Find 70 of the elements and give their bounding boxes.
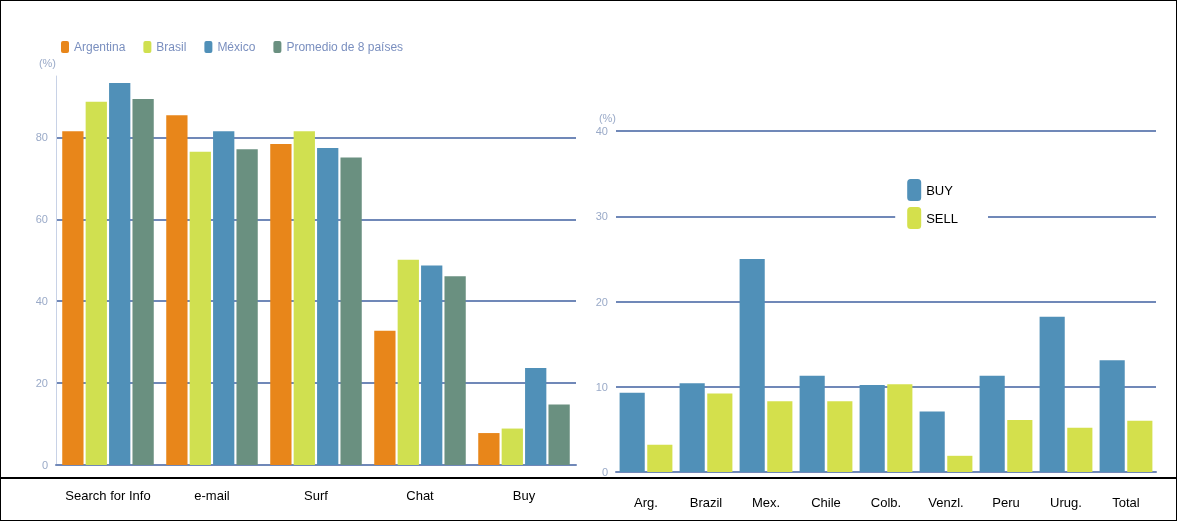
x-tick-label: Venzl.: [928, 495, 964, 510]
bar: [62, 131, 84, 465]
bar: [919, 411, 945, 472]
bar: [1007, 420, 1033, 472]
bar: [397, 259, 419, 465]
bar: [293, 131, 315, 465]
bar: [270, 143, 292, 465]
y-axis-title: (%): [598, 111, 616, 124]
bar: [767, 401, 793, 472]
bar: [647, 444, 673, 472]
legend-label: SELL: [926, 210, 959, 226]
y-tick-label: 20: [595, 295, 608, 308]
bar: [85, 101, 107, 465]
bar: [619, 392, 645, 472]
legend-label: México: [217, 40, 256, 54]
y-axis-title: (%): [38, 56, 56, 69]
bar: [1127, 420, 1153, 472]
legend-label: Brasil: [156, 40, 187, 54]
x-tick-label: Arg.: [634, 495, 658, 510]
bar: [236, 149, 258, 465]
y-tick-label: 0: [41, 459, 48, 471]
bar: [478, 433, 500, 465]
y-tick-label: 30: [595, 210, 608, 223]
bar: [132, 98, 154, 465]
x-tick-label: Search for Info: [65, 488, 151, 503]
bar: [887, 384, 913, 472]
bar: [1039, 316, 1065, 472]
bar: [1099, 360, 1125, 472]
x-tick-label: Buy: [512, 488, 536, 503]
bar: [317, 148, 339, 465]
bar: [374, 330, 396, 465]
bar: [679, 383, 705, 472]
y-tick-label: 40: [35, 295, 48, 308]
bar: [189, 151, 211, 465]
bar: [739, 258, 765, 472]
bar: [421, 265, 443, 465]
x-tick-label: e-mail: [194, 488, 230, 503]
legend-label: Promedio de 8 países: [286, 40, 404, 54]
y-tick-label: 10: [595, 380, 608, 393]
bar: [213, 131, 235, 465]
x-tick-label: Colb.: [870, 495, 902, 510]
bar: [947, 455, 973, 472]
bar: [707, 393, 733, 472]
y-tick-label: 20: [35, 377, 48, 390]
bar: [340, 157, 362, 465]
legend-label: Argentina: [74, 40, 126, 54]
x-tick-label: Chat: [406, 488, 435, 503]
bar: [501, 428, 523, 465]
x-tick-label: Surf: [304, 488, 329, 503]
y-tick-label: 80: [35, 131, 48, 144]
y-tick-label: 0: [601, 466, 608, 478]
x-tick-label: Brazil: [689, 495, 723, 510]
x-tick-label: Chile: [811, 495, 841, 510]
bar: [525, 367, 547, 465]
x-tick-label: Mex.: [751, 495, 781, 510]
bar: [166, 115, 188, 465]
bar: [799, 375, 825, 472]
y-tick-label: 40: [595, 125, 608, 137]
bar: [859, 385, 885, 472]
x-tick-label: Peru: [992, 495, 1020, 510]
bar: [827, 401, 853, 472]
y-tick-label: 60: [35, 213, 48, 226]
bar: [548, 404, 570, 465]
x-tick-label: Total: [1112, 495, 1140, 510]
bar: [1067, 427, 1093, 472]
bar: [109, 82, 131, 465]
bar: [444, 276, 466, 465]
legend-label: BUY: [926, 182, 954, 198]
x-tick-label: Urug.: [1050, 495, 1082, 510]
bar: [979, 375, 1005, 472]
